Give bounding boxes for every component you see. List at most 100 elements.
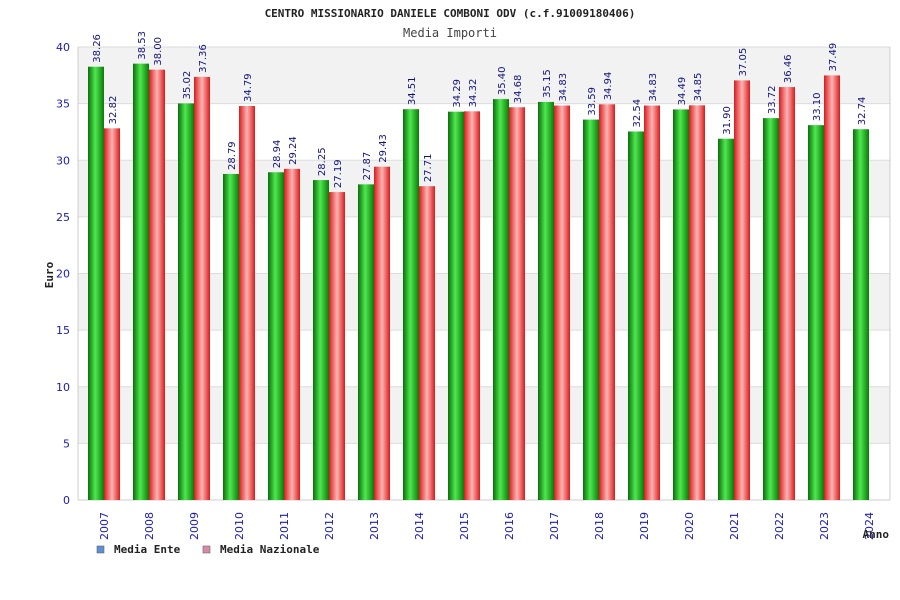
y-tick-label: 35 xyxy=(56,98,70,111)
legend-swatch-ente xyxy=(96,545,105,554)
bar-media-ente xyxy=(538,101,554,501)
y-tick-label: 20 xyxy=(56,268,70,281)
value-label: 28.25 xyxy=(317,147,328,176)
x-tick-label: 2023 xyxy=(818,512,831,540)
y-tick-label: 30 xyxy=(56,154,70,167)
x-tick-label: 2018 xyxy=(593,512,606,540)
bar-media-nazionale xyxy=(734,80,750,500)
value-label: 37.49 xyxy=(828,43,839,72)
bars xyxy=(88,63,869,501)
value-label: 34.79 xyxy=(243,73,254,102)
bar-media-ente xyxy=(358,184,374,500)
x-tick-label: 2015 xyxy=(458,512,471,540)
grid-band xyxy=(78,47,890,104)
x-tick-label: 2017 xyxy=(548,512,561,540)
legend-label-ente: Media Ente xyxy=(114,543,181,556)
chart-title: CENTRO MISSIONARIO DANIELE COMBONI ODV (… xyxy=(265,7,636,20)
x-tick-label: 2010 xyxy=(233,512,246,540)
x-tick-label: 2014 xyxy=(413,512,426,540)
bar-media-nazionale xyxy=(824,75,840,500)
gridlines xyxy=(77,46,891,501)
value-label: 28.79 xyxy=(227,141,238,170)
bar-media-ente xyxy=(268,172,284,500)
value-label: 35.02 xyxy=(182,71,193,100)
bar-media-ente xyxy=(223,173,239,500)
legend: Media Ente Media Nazionale xyxy=(96,543,320,556)
bar-media-ente xyxy=(88,66,104,500)
bar-media-nazionale xyxy=(104,128,120,500)
value-label: 27.71 xyxy=(423,154,434,183)
value-label: 34.83 xyxy=(648,73,659,102)
y-tick-label: 25 xyxy=(56,211,70,224)
bar-media-nazionale xyxy=(329,192,345,501)
bar-media-nazionale xyxy=(374,166,390,500)
bar-media-nazionale xyxy=(239,106,255,501)
bar-media-ente xyxy=(718,138,734,501)
x-tick-label: 2016 xyxy=(503,512,516,540)
value-label: 38.00 xyxy=(153,37,164,66)
value-label: 33.72 xyxy=(767,85,778,114)
y-tick-label: 5 xyxy=(63,437,70,450)
x-tick-label: 2021 xyxy=(728,512,741,540)
y-tick-label: 40 xyxy=(56,41,70,54)
value-label: 34.29 xyxy=(452,79,463,108)
x-tick-label: 2013 xyxy=(368,512,381,540)
value-label: 29.24 xyxy=(288,136,299,165)
x-tick-label: 2024 xyxy=(863,512,876,540)
value-label: 32.54 xyxy=(632,99,643,128)
bar-media-ente xyxy=(763,118,779,500)
chart-subtitle: Media Importi xyxy=(403,26,497,40)
y-tick-label: 15 xyxy=(56,324,70,337)
x-tick-label: 2007 xyxy=(98,512,111,540)
value-label: 38.53 xyxy=(137,31,148,60)
x-axis-label: Anno xyxy=(863,528,890,541)
y-tick-label: 10 xyxy=(56,381,70,394)
value-label: 27.19 xyxy=(333,159,344,188)
bar-media-nazionale xyxy=(149,69,165,501)
y-axis-label: Euro xyxy=(43,261,56,288)
bar-media-ente xyxy=(808,125,824,500)
value-label: 34.51 xyxy=(407,77,418,106)
value-labels: 38.26 32.82 38.53 38.00 35.02 37.36 28.79 34.79… xyxy=(92,31,868,188)
bar-media-nazionale xyxy=(554,105,570,501)
value-label: 36.46 xyxy=(783,54,794,83)
bar-media-ente xyxy=(403,109,419,500)
bar-media-nazionale xyxy=(464,111,480,501)
value-label: 38.26 xyxy=(92,34,103,63)
value-label: 27.87 xyxy=(362,152,373,181)
bar-media-ente xyxy=(853,129,869,501)
value-label: 35.40 xyxy=(497,66,508,95)
bar-media-nazionale xyxy=(509,107,525,501)
value-label: 33.10 xyxy=(812,93,823,122)
bar-media-nazionale xyxy=(284,168,300,500)
value-label: 37.05 xyxy=(738,48,749,77)
bar-media-nazionale xyxy=(599,104,615,500)
bar-media-ente xyxy=(178,103,194,500)
grid-band xyxy=(78,386,890,444)
x-tick-label: 2009 xyxy=(188,512,201,540)
x-axis-ticks: 2007 2008 2009 2010 2011 2012 2013 2014 2015 2016… xyxy=(98,512,876,540)
legend-swatch-nazionale xyxy=(202,545,211,554)
value-label: 28.94 xyxy=(272,140,283,169)
value-label: 35.15 xyxy=(542,69,553,98)
value-label: 31.90 xyxy=(722,106,733,135)
bar-media-nazionale xyxy=(779,87,795,500)
x-tick-label: 2019 xyxy=(638,512,651,540)
value-label: 34.85 xyxy=(693,73,704,102)
x-tick-label: 2022 xyxy=(773,512,786,540)
bar-media-ente xyxy=(673,109,689,500)
grid-band xyxy=(78,160,890,217)
bar-media-nazionale xyxy=(689,105,705,500)
bar-media-ente xyxy=(313,180,329,500)
value-label: 33.59 xyxy=(587,87,598,116)
value-label: 29.43 xyxy=(378,134,389,163)
x-tick-label: 2011 xyxy=(278,512,291,540)
x-tick-label: 2008 xyxy=(143,512,156,540)
value-label: 34.49 xyxy=(677,77,688,106)
bar-media-nazionale xyxy=(194,76,210,500)
value-label: 32.74 xyxy=(857,97,868,126)
bar-media-ente xyxy=(493,99,509,500)
value-label: 34.32 xyxy=(468,79,479,108)
bar-media-ente xyxy=(583,119,599,500)
